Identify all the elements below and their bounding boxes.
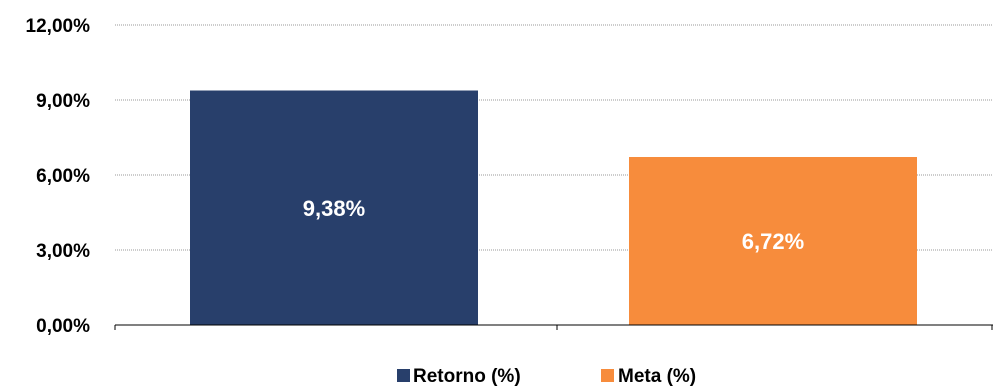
legend-swatch-retorno	[397, 369, 410, 382]
legend-swatch-meta	[601, 369, 614, 382]
legend-label-retorno: Retorno (%)	[413, 366, 521, 387]
y-tick-label: 12,00%	[26, 16, 91, 37]
y-tick-label: 0,00%	[36, 316, 90, 337]
data-labels: 9,38% 6,72%	[303, 196, 804, 254]
data-label-retorno: 9,38%	[303, 196, 365, 221]
y-axis-tick-labels: 0,00% 3,00% 6,00% 9,00% 12,00%	[26, 16, 91, 337]
legend-label-meta: Meta (%)	[618, 366, 696, 387]
data-label-meta: 6,72%	[742, 229, 804, 254]
bar-retorno	[190, 90, 478, 325]
y-tick-label: 9,00%	[36, 91, 90, 112]
legend: Retorno (%) Meta (%)	[397, 366, 696, 387]
y-tick-label: 6,00%	[36, 166, 90, 187]
bar-meta	[629, 157, 917, 325]
y-tick-label: 3,00%	[36, 241, 90, 262]
bars	[190, 90, 917, 325]
x-axis	[114, 324, 993, 330]
